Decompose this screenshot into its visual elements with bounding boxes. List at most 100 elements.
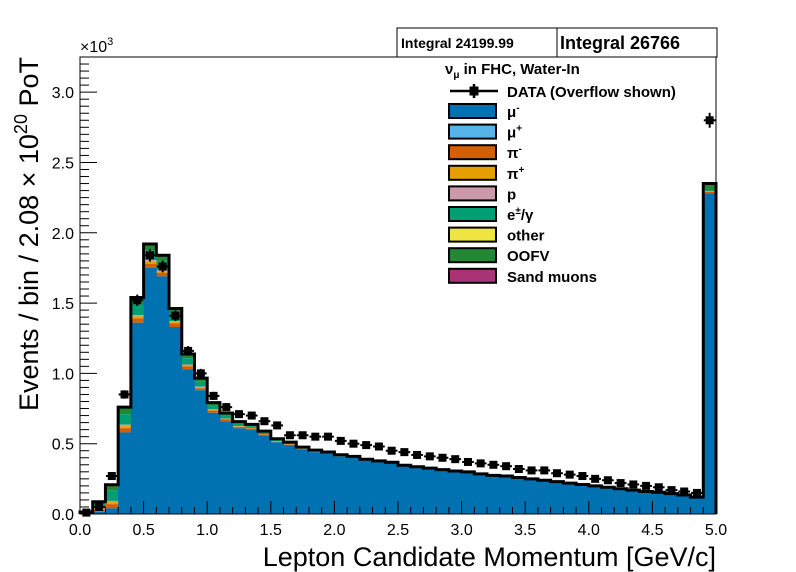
stack-bar-5-12	[232, 423, 246, 426]
stack-bar-5-8	[181, 358, 195, 365]
data-marker-15	[273, 421, 282, 430]
data-point-10	[207, 391, 220, 400]
stack-bar-7-49	[703, 183, 717, 191]
stack-bar-2-7	[169, 323, 183, 327]
data-marker-30	[463, 457, 472, 466]
stack-bar-4-2	[105, 500, 119, 503]
stack-bar-5-9	[194, 381, 208, 387]
stack-series-0	[80, 193, 717, 514]
legend-label-4: p	[507, 186, 516, 203]
axis-ticks	[79, 63, 717, 515]
stack-total-outline	[78, 182, 718, 514]
stack-bar-0-47	[677, 495, 691, 514]
stacked-histograms	[78, 182, 718, 514]
data-marker-14	[260, 417, 269, 426]
x-tick-label-3: 1.5	[260, 522, 282, 539]
data-marker-35	[527, 466, 536, 475]
stack-bar-0-33	[499, 476, 513, 514]
stack-bar-0-39	[576, 485, 590, 514]
stat-box-mc-label: Integral 24199.99	[401, 35, 514, 51]
data-marker-18	[311, 432, 320, 441]
y-axis-title: Events / bin / 2.08 × 1020 PoT	[11, 57, 44, 411]
stack-bar-3-9	[194, 387, 208, 389]
data-marker-25	[400, 448, 409, 457]
data-point-20	[334, 436, 347, 445]
legend-label-main-3: π	[507, 166, 519, 183]
data-point-17	[296, 431, 309, 440]
legend-label-6: other	[507, 228, 545, 245]
stack-bar-0-27	[423, 469, 437, 514]
legend-label-sup-3: +	[518, 165, 524, 176]
stack-bar-2-12	[232, 426, 246, 429]
legend-entry-6: other	[448, 226, 545, 245]
stack-bar-0-7	[169, 326, 183, 514]
legend-swatch-4	[448, 185, 497, 202]
data-point-13	[245, 411, 258, 420]
stack-bar-7-9	[194, 378, 208, 382]
stack-bar-0-46	[665, 494, 679, 514]
data-marker-39	[578, 472, 587, 481]
stack-bar-0-6	[156, 276, 170, 514]
legend-swatch-6	[448, 226, 497, 243]
legend-label-8: Sand muons	[507, 269, 597, 286]
stack-bar-0-12	[232, 428, 246, 514]
stack-bar-0-44	[639, 492, 653, 514]
data-marker-22	[362, 441, 371, 450]
data-point-27	[423, 452, 436, 461]
legend-label-sup-1: +	[516, 124, 522, 135]
legend-label-tail-5: /γ	[521, 207, 534, 224]
stat-box-mc-frame	[396, 27, 558, 58]
data-point-12	[233, 410, 245, 419]
stack-bar-0-10	[207, 412, 221, 514]
data-marker-48	[692, 488, 701, 497]
stack-bar-3-3	[118, 426, 132, 429]
data-point-31	[474, 459, 487, 468]
data-point-28	[436, 453, 449, 462]
legend-entry-data: DATA (Overflow shown)	[450, 84, 676, 101]
data-marker-17	[298, 431, 307, 440]
data-point-24	[385, 446, 398, 455]
stack-bar-0-25	[398, 466, 412, 514]
stack-bar-0-40	[588, 486, 602, 514]
data-point-40	[589, 474, 602, 483]
stack-bar-0-18	[308, 452, 323, 514]
y-tick-label-5: 2.5	[52, 155, 74, 172]
data-point-26	[411, 450, 423, 459]
x-tick-label-2: 1.0	[196, 522, 218, 539]
legend-label-main-4: p	[507, 186, 516, 203]
x-tick-label-9: 4.5	[641, 522, 663, 539]
data-point-33	[500, 462, 512, 471]
stack-bar-2-13	[245, 428, 259, 430]
legend-label-main-7: OOFV	[507, 248, 550, 265]
data-marker-21	[349, 439, 358, 448]
data-marker-9	[196, 369, 205, 378]
y-tick-label-2: 1.0	[52, 366, 74, 383]
stat-box-data: Integral 26766	[556, 27, 718, 58]
data-point-34	[512, 465, 525, 474]
data-point-43	[627, 480, 640, 489]
x-tick-label-0: 0.0	[69, 522, 91, 539]
legend-label-main-8: Sand muons	[507, 269, 597, 286]
legend-label-1: μ+	[507, 124, 522, 142]
legend-swatch-5	[448, 206, 497, 222]
stack-bar-0-23	[372, 461, 386, 514]
stack-bar-0-21	[347, 457, 361, 514]
stack-bar-0-22	[359, 460, 373, 514]
data-point-44	[640, 481, 652, 490]
data-point-37	[551, 469, 563, 478]
stack-bar-5-4	[130, 304, 144, 316]
data-marker-43	[629, 480, 638, 489]
stack-bar-0-8	[181, 369, 195, 514]
y-tick-label-1: 0.5	[52, 437, 74, 454]
stack-bar-0-24	[385, 463, 399, 514]
data-marker-12	[235, 410, 243, 419]
legend-swatch-8	[448, 267, 497, 284]
legend-swatch-2	[448, 144, 497, 161]
stack-bar-4-3	[118, 424, 132, 427]
data-marker-24	[387, 446, 396, 455]
data-point-22	[360, 441, 373, 450]
data-point-32	[487, 460, 500, 469]
stack-bar-0-4	[130, 322, 144, 514]
stack-bar-3-8	[181, 365, 195, 367]
